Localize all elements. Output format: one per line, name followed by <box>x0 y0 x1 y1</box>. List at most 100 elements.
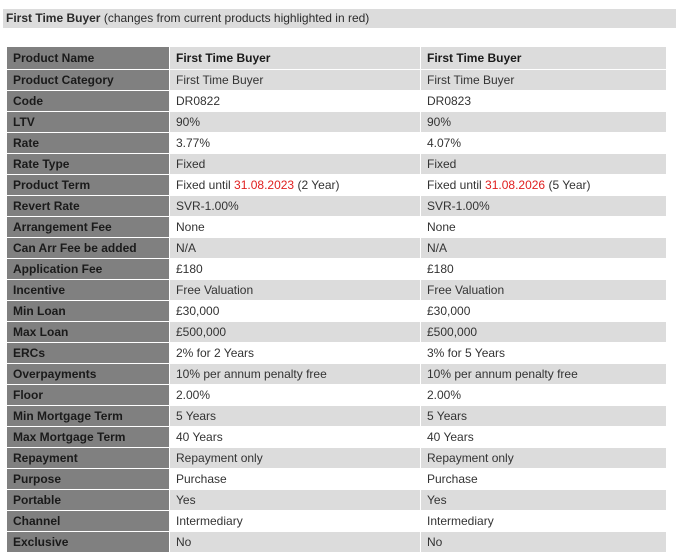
row-label: Purpose <box>6 468 170 490</box>
row-label: Max Mortgage Term <box>6 426 170 448</box>
product-b-value: Intermediary <box>420 510 667 532</box>
product-a-value: 2% for 2 Years <box>169 342 421 364</box>
product-a-value: 90% <box>169 111 421 133</box>
row-can-arr-fee-be-added: Can Arr Fee be added N/A N/A <box>6 237 667 259</box>
row-label: Product Category <box>6 69 170 91</box>
product-b-value: Fixed <box>420 153 667 175</box>
row-max-mortgage-term: Max Mortgage Term 40 Years 40 Years <box>6 426 667 448</box>
product-a-value: First Time Buyer <box>169 69 421 91</box>
product-b-value: Purchase <box>420 468 667 490</box>
row-label: LTV <box>6 111 170 133</box>
product-b-value: No <box>420 531 667 553</box>
product-b-value: 3% for 5 Years <box>420 342 667 364</box>
product-b-value: Repayment only <box>420 447 667 469</box>
heading-title: First Time Buyer <box>6 11 101 25</box>
row-rate-type: Rate Type Fixed Fixed <box>6 153 667 175</box>
term-end-date: 31.08.2026 <box>485 178 546 192</box>
row-label: Overpayments <box>6 363 170 385</box>
product-b-value: £180 <box>420 258 667 280</box>
row-ercs: ERCs 2% for 2 Years 3% for 5 Years <box>6 342 667 364</box>
product-a-value: None <box>169 216 421 238</box>
product-a-value: Purchase <box>169 468 421 490</box>
product-a-value: 3.77% <box>169 132 421 154</box>
heading-subtitle: (changes from current products highlight… <box>103 11 370 25</box>
product-a-value: Fixed <box>169 153 421 175</box>
row-label: Can Arr Fee be added <box>6 237 170 259</box>
product-a-value: Fixed until 31.08.2023 (2 Year) <box>169 174 421 196</box>
row-label: Max Loan <box>6 321 170 343</box>
row-label: Code <box>6 90 170 112</box>
product-b-value: None <box>420 216 667 238</box>
header-product-b: First Time Buyer <box>420 46 667 70</box>
page-heading: First Time Buyer (changes from current p… <box>3 9 676 28</box>
product-b-value: N/A <box>420 237 667 259</box>
row-label: Portable <box>6 489 170 511</box>
row-min-loan: Min Loan £30,000 £30,000 <box>6 300 667 322</box>
product-b-value: 5 Years <box>420 405 667 427</box>
product-b-value: DR0823 <box>420 90 667 112</box>
row-label: Floor <box>6 384 170 406</box>
row-arrangement-fee: Arrangement Fee None None <box>6 216 667 238</box>
row-application-fee: Application Fee £180 £180 <box>6 258 667 280</box>
header-product-a: First Time Buyer <box>169 46 421 70</box>
row-label: Application Fee <box>6 258 170 280</box>
product-b-value: £30,000 <box>420 300 667 322</box>
row-label: Min Loan <box>6 300 170 322</box>
row-product-term: Product Term Fixed until 31.08.2023 (2 Y… <box>6 174 667 196</box>
row-label: Product Term <box>6 174 170 196</box>
row-label: Channel <box>6 510 170 532</box>
row-label: Incentive <box>6 279 170 301</box>
header-label-cell: Product Name <box>6 46 170 70</box>
row-purpose: Purpose Purchase Purchase <box>6 468 667 490</box>
row-repayment: Repayment Repayment only Repayment only <box>6 447 667 469</box>
row-label: Exclusive <box>6 531 170 553</box>
table-header-row: Product Name First Time Buyer First Time… <box>6 46 667 70</box>
product-b-value: SVR-1.00% <box>420 195 667 217</box>
product-b-value: First Time Buyer <box>420 69 667 91</box>
product-a-value: 10% per annum penalty free <box>169 363 421 385</box>
row-portable: Portable Yes Yes <box>6 489 667 511</box>
row-rate: Rate 3.77% 4.07% <box>6 132 667 154</box>
term-prefix: Fixed until <box>427 178 482 192</box>
row-min-mortgage-term: Min Mortgage Term 5 Years 5 Years <box>6 405 667 427</box>
product-a-value: 2.00% <box>169 384 421 406</box>
product-a-value: £500,000 <box>169 321 421 343</box>
product-a-value: Yes <box>169 489 421 511</box>
row-label: Revert Rate <box>6 195 170 217</box>
row-label: Rate <box>6 132 170 154</box>
product-a-value: Repayment only <box>169 447 421 469</box>
product-b-value: 40 Years <box>420 426 667 448</box>
row-max-loan: Max Loan £500,000 £500,000 <box>6 321 667 343</box>
product-b-value: Free Valuation <box>420 279 667 301</box>
product-a-value: DR0822 <box>169 90 421 112</box>
product-a-value: £180 <box>169 258 421 280</box>
row-ltv: LTV 90% 90% <box>6 111 667 133</box>
product-b-value: 4.07% <box>420 132 667 154</box>
product-b-value: 2.00% <box>420 384 667 406</box>
product-a-value: Free Valuation <box>169 279 421 301</box>
term-length: (2 Year) <box>297 178 340 192</box>
row-floor: Floor 2.00% 2.00% <box>6 384 667 406</box>
product-b-value: Yes <box>420 489 667 511</box>
row-label: Rate Type <box>6 153 170 175</box>
product-b-value: £500,000 <box>420 321 667 343</box>
product-a-value: £30,000 <box>169 300 421 322</box>
row-label: ERCs <box>6 342 170 364</box>
product-comparison-table: Product Name First Time Buyer First Time… <box>6 46 667 553</box>
product-a-value: Intermediary <box>169 510 421 532</box>
row-label: Min Mortgage Term <box>6 405 170 427</box>
term-prefix: Fixed until <box>176 178 231 192</box>
row-product-category: Product Category First Time Buyer First … <box>6 69 667 91</box>
row-label: Arrangement Fee <box>6 216 170 238</box>
product-b-value: 90% <box>420 111 667 133</box>
row-revert-rate: Revert Rate SVR-1.00% SVR-1.00% <box>6 195 667 217</box>
row-exclusive: Exclusive No No <box>6 531 667 553</box>
product-a-value: 40 Years <box>169 426 421 448</box>
product-b-value: 10% per annum penalty free <box>420 363 667 385</box>
term-length: (5 Year) <box>548 178 591 192</box>
product-a-value: No <box>169 531 421 553</box>
row-incentive: Incentive Free Valuation Free Valuation <box>6 279 667 301</box>
product-a-value: SVR-1.00% <box>169 195 421 217</box>
row-label: Repayment <box>6 447 170 469</box>
term-end-date: 31.08.2023 <box>234 178 295 192</box>
